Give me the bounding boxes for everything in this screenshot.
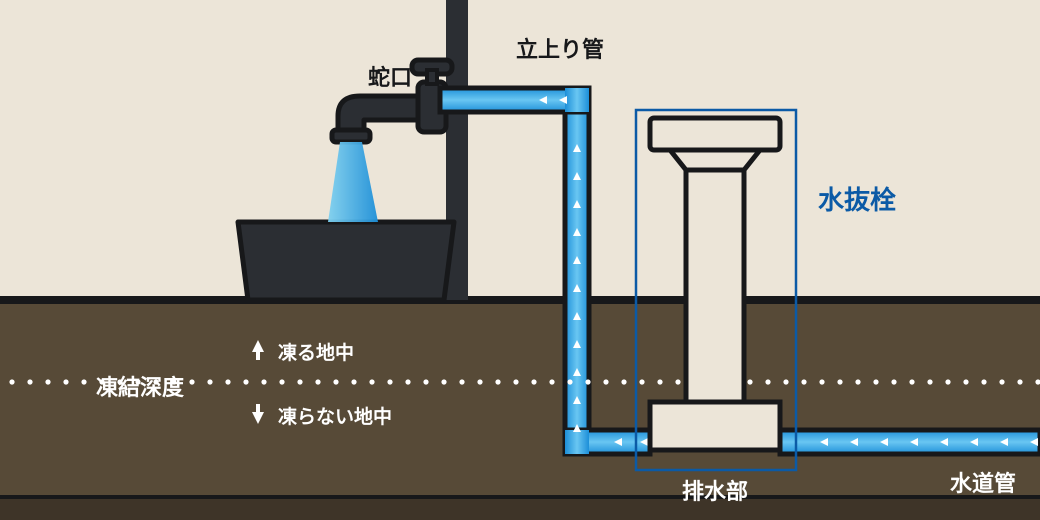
label-nofreeze: 凍らない地中 — [278, 402, 392, 429]
label-drainpart: 排水部 — [650, 474, 780, 506]
diagram-svg — [0, 0, 1040, 520]
label-drainvalve: 水抜栓 — [818, 180, 896, 217]
diagram-stage: 立上り管 蛇口 水抜栓 排水部 水道管 凍結深度 凍る地中 凍らない地中 — [0, 0, 1040, 520]
label-mainpipe: 水道管 — [950, 466, 1016, 498]
label-faucet: 蛇口 — [368, 60, 412, 92]
label-freezes: 凍る地中 — [278, 338, 354, 365]
label-riser: 立上り管 — [516, 32, 604, 64]
label-frostdepth: 凍結深度 — [96, 370, 184, 402]
